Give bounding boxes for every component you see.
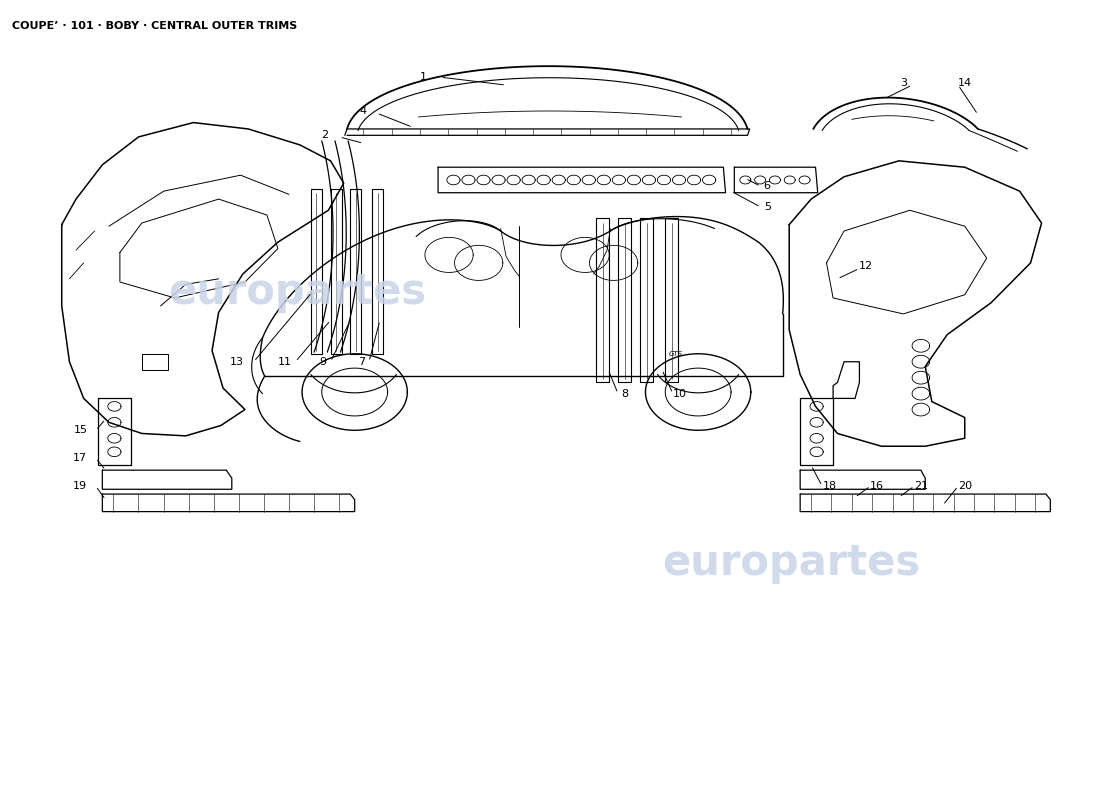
Text: 1: 1: [420, 72, 427, 82]
Text: 13: 13: [230, 357, 244, 366]
Text: 2: 2: [321, 130, 329, 140]
Text: 20: 20: [958, 481, 971, 491]
Text: 10: 10: [672, 389, 686, 398]
Text: 5: 5: [763, 202, 771, 212]
Text: 19: 19: [74, 481, 88, 491]
Text: 7: 7: [358, 357, 365, 366]
Text: 14: 14: [958, 78, 971, 88]
Text: GTS: GTS: [669, 350, 683, 357]
Text: 9: 9: [319, 357, 327, 366]
Text: 15: 15: [74, 426, 87, 435]
Text: 11: 11: [277, 357, 292, 366]
Text: 18: 18: [823, 481, 837, 491]
Text: 6: 6: [763, 182, 771, 191]
Text: 12: 12: [859, 261, 873, 271]
Text: 8: 8: [621, 389, 628, 398]
Text: europartes: europartes: [662, 542, 921, 585]
Text: europartes: europartes: [168, 271, 427, 314]
Text: 16: 16: [870, 481, 884, 491]
Text: 17: 17: [74, 453, 88, 463]
Text: 21: 21: [914, 481, 928, 491]
Text: 3: 3: [900, 78, 906, 88]
Text: 4: 4: [360, 106, 367, 117]
Text: COUPE’ · 101 · BOBY · CENTRAL OUTER TRIMS: COUPE’ · 101 · BOBY · CENTRAL OUTER TRIM…: [12, 22, 298, 31]
